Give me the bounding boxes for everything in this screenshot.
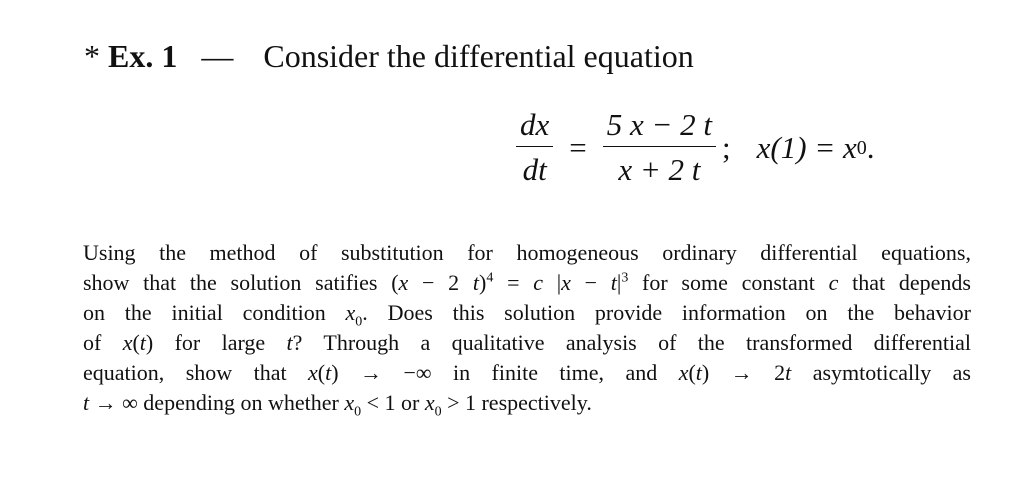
math-variable: x (398, 270, 409, 295)
math-variable: c (828, 270, 839, 295)
superscript: 4 (486, 270, 494, 286)
math-variable: x (308, 360, 318, 385)
text-run: ( (317, 360, 326, 385)
math-variable: t (83, 390, 90, 415)
text-run: . Does this solution provide information… (362, 300, 971, 325)
math-variable: t (139, 330, 146, 355)
text-run: = (493, 270, 534, 295)
math-variable: t (472, 270, 480, 295)
math-variable: t (695, 360, 702, 385)
rhs-fraction: 5 x − 2 t x + 2 t (602, 107, 717, 188)
text-run: for some constant (628, 270, 829, 295)
star-marker: * (84, 38, 100, 74)
rhs-numerator: 5 x − 2 t (602, 107, 717, 148)
text-run: − (570, 270, 611, 295)
text-run: ( (132, 330, 140, 355)
math-variable: t (286, 330, 293, 355)
math-variable: t (610, 270, 617, 295)
paragraph-line: of x(t) for large t? Through a qualitati… (83, 328, 971, 358)
text-run: of (83, 330, 123, 355)
exercise-title: Consider the differential equation (263, 38, 694, 74)
math-variable: t (325, 360, 332, 385)
em-dash: — (201, 38, 234, 74)
subscript: 0 (354, 404, 362, 420)
text-run: ) → −∞ in finite time, and (331, 360, 679, 385)
math-variable: x (424, 390, 435, 415)
text-run: − 2 (408, 270, 473, 295)
period: . (866, 129, 875, 165)
exercise-label: Ex. 1 (108, 38, 178, 74)
text-run: ( (688, 360, 696, 385)
text-run: ) → 2 (701, 360, 786, 385)
paragraph-line: equation, show that x(t) → −∞ in finite … (83, 358, 971, 388)
paragraph-line: Using the method of substitution for hom… (83, 238, 971, 268)
text-run: equation, show that (83, 360, 309, 385)
problem-paragraph: Using the method of substitution for hom… (83, 238, 971, 420)
math-variable: c (533, 270, 543, 295)
text-run: < 1 or (361, 390, 425, 415)
text-run: → ∞ depending on whether (89, 390, 345, 415)
lhs-numerator: dx (516, 107, 554, 148)
semicolon: ; (722, 129, 731, 165)
paragraph-line: t → ∞ depending on whether x0 < 1 or x0 … (83, 388, 971, 420)
math-variable: x (344, 390, 355, 415)
math-variable: x (561, 270, 571, 295)
math-variable: x (345, 300, 356, 325)
text-run: ) for large (145, 330, 287, 355)
text-run: ) (479, 270, 487, 295)
text-run: asymtotically as (791, 360, 971, 385)
superscript: 3 (621, 270, 629, 286)
subscript: 0 (355, 314, 363, 330)
lhs-denominator: dt (522, 152, 547, 188)
exercise-heading: * Ex. 1 — Consider the differential equa… (84, 38, 694, 75)
initial-condition: x(1) = x (756, 129, 857, 165)
math-variable: x (122, 330, 133, 355)
lhs-fraction: dx dt (516, 107, 554, 188)
subscript: 0 (434, 404, 442, 420)
text-run: Using the method of substitution for hom… (83, 240, 971, 265)
math-variable: x (678, 360, 689, 385)
equals-sign: = (569, 129, 587, 165)
math-variable: t (785, 360, 792, 385)
text-run: on the initial condition (83, 300, 346, 325)
paragraph-line: on the initial condition x0. Does this s… (83, 298, 971, 330)
paragraph-line: show that the solution satifies (x − 2 t… (83, 268, 971, 298)
text-run: show that the solution satifies ( (83, 270, 399, 295)
text-run: that depends (838, 270, 971, 295)
text-run: > 1 respectively. (441, 390, 592, 415)
text-run: | (616, 270, 622, 295)
rhs-denominator: x + 2 t (618, 152, 701, 188)
text-run: ? Through a qualitative analysis of the … (292, 330, 971, 355)
text-run: | (543, 270, 562, 295)
